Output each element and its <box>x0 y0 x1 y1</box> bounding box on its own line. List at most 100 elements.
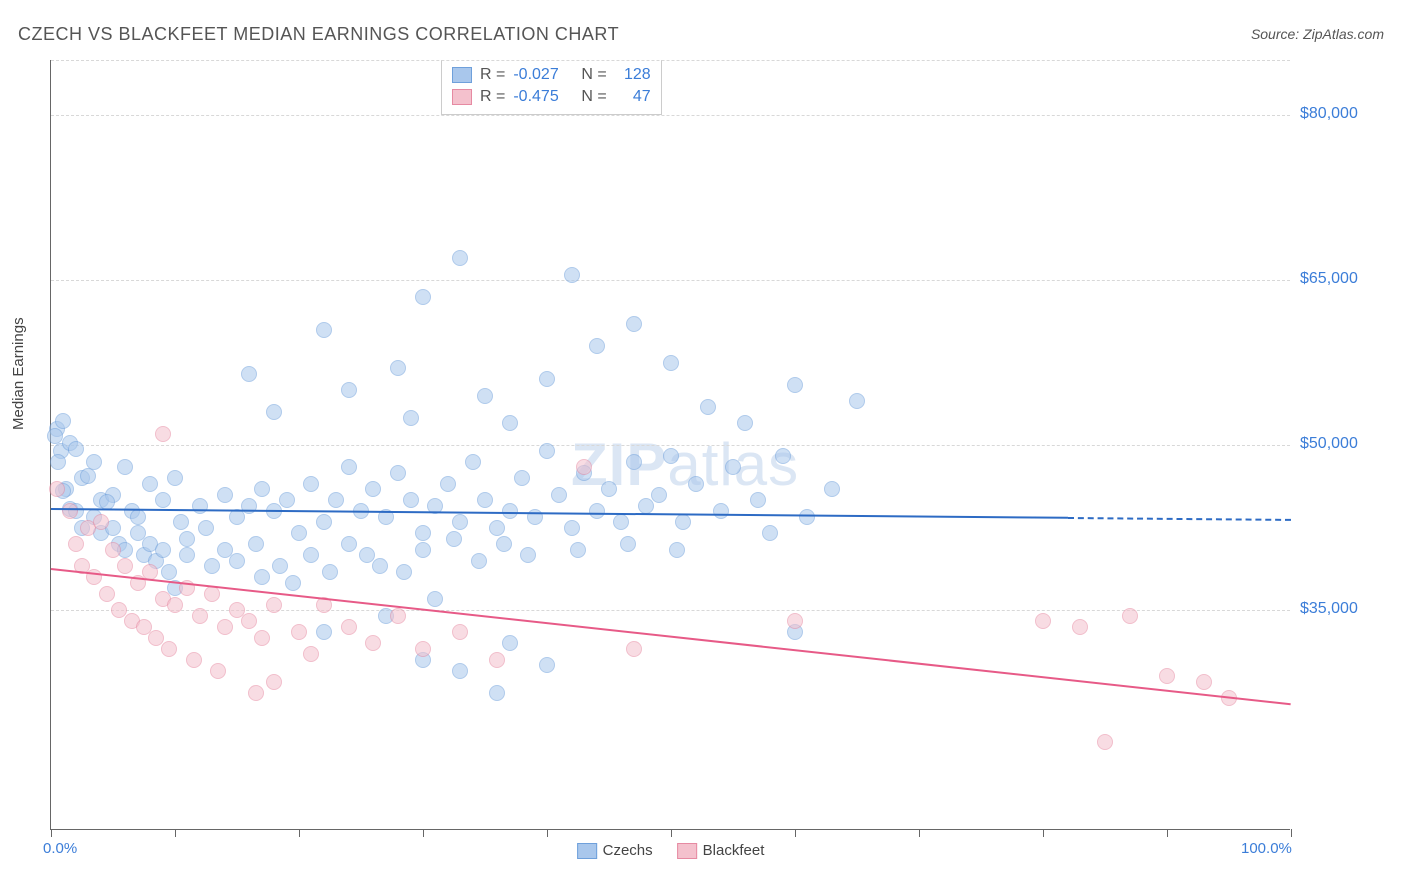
legend-item: Czechs <box>577 842 653 859</box>
scatter-point <box>155 542 171 558</box>
x-tick <box>299 829 300 837</box>
scatter-point <box>279 492 295 508</box>
scatter-point <box>570 542 586 558</box>
scatter-point <box>539 371 555 387</box>
y-tick-label: $35,000 <box>1300 600 1390 618</box>
x-tick <box>1043 829 1044 837</box>
scatter-point <box>117 459 133 475</box>
gridline <box>51 280 1290 281</box>
y-tick-label: $50,000 <box>1300 435 1390 453</box>
scatter-point <box>663 355 679 371</box>
scatter-point <box>55 413 71 429</box>
legend-swatch <box>452 89 472 105</box>
scatter-point <box>248 536 264 552</box>
stat-r-value: -0.475 <box>513 88 565 106</box>
scatter-point <box>626 641 642 657</box>
scatter-point <box>254 630 270 646</box>
scatter-point <box>496 536 512 552</box>
legend-label: Czechs <box>603 842 653 859</box>
scatter-point <box>303 547 319 563</box>
scatter-point <box>179 547 195 563</box>
scatter-point <box>452 514 468 530</box>
scatter-point <box>341 382 357 398</box>
scatter-point <box>489 685 505 701</box>
scatter-point <box>210 663 226 679</box>
scatter-point <box>539 657 555 673</box>
scatter-point <box>589 503 605 519</box>
scatter-point <box>303 476 319 492</box>
scatter-point <box>68 441 84 457</box>
stats-row: R =-0.475N =47 <box>452 86 651 108</box>
scatter-point <box>68 536 84 552</box>
x-tick <box>671 829 672 837</box>
scatter-point <box>254 481 270 497</box>
scatter-point <box>396 564 412 580</box>
scatter-point <box>341 619 357 635</box>
stat-n-value: 47 <box>615 88 651 106</box>
scatter-point <box>390 608 406 624</box>
scatter-point <box>248 685 264 701</box>
legend-swatch <box>577 843 597 859</box>
scatter-point <box>551 487 567 503</box>
legend-item: Blackfeet <box>677 842 765 859</box>
scatter-point <box>452 250 468 266</box>
scatter-point <box>700 399 716 415</box>
scatter-point <box>502 415 518 431</box>
scatter-point <box>142 564 158 580</box>
legend-swatch <box>452 67 472 83</box>
scatter-point <box>192 608 208 624</box>
scatter-point <box>93 514 109 530</box>
y-tick-label: $80,000 <box>1300 105 1390 123</box>
stat-n-value: 128 <box>615 66 651 84</box>
scatter-point <box>341 459 357 475</box>
scatter-point <box>167 597 183 613</box>
scatter-point <box>849 393 865 409</box>
stat-n-label: N = <box>581 88 606 106</box>
scatter-point <box>527 509 543 525</box>
scatter-point <box>322 564 338 580</box>
scatter-point <box>651 487 667 503</box>
scatter-point <box>620 536 636 552</box>
scatter-plot-area: ZIPatlas R =-0.027N =128R =-0.475N =47 C… <box>50 60 1290 830</box>
scatter-point <box>62 503 78 519</box>
scatter-point <box>328 492 344 508</box>
legend-swatch <box>677 843 697 859</box>
scatter-point <box>341 536 357 552</box>
scatter-point <box>130 509 146 525</box>
scatter-point <box>217 619 233 635</box>
scatter-point <box>725 459 741 475</box>
x-tick <box>51 829 52 837</box>
scatter-point <box>520 547 536 563</box>
chart-title: CZECH VS BLACKFEET MEDIAN EARNINGS CORRE… <box>18 24 619 45</box>
scatter-point <box>465 454 481 470</box>
scatter-point <box>1122 608 1138 624</box>
stat-n-label: N = <box>581 66 606 84</box>
scatter-point <box>291 624 307 640</box>
scatter-point <box>272 558 288 574</box>
scatter-point <box>266 674 282 690</box>
scatter-point <box>266 404 282 420</box>
scatter-point <box>452 624 468 640</box>
scatter-point <box>576 459 592 475</box>
scatter-point <box>601 481 617 497</box>
scatter-point <box>161 641 177 657</box>
scatter-point <box>241 366 257 382</box>
y-axis-label: Median Earnings <box>10 317 27 430</box>
scatter-point <box>229 553 245 569</box>
scatter-point <box>365 481 381 497</box>
scatter-point <box>452 663 468 679</box>
scatter-point <box>762 525 778 541</box>
scatter-point <box>179 531 195 547</box>
scatter-point <box>1072 619 1088 635</box>
scatter-point <box>285 575 301 591</box>
scatter-point <box>198 520 214 536</box>
scatter-point <box>365 635 381 651</box>
x-tick-label: 0.0% <box>43 840 77 857</box>
scatter-point <box>415 289 431 305</box>
scatter-point <box>514 470 530 486</box>
scatter-point <box>564 520 580 536</box>
scatter-point <box>254 569 270 585</box>
scatter-point <box>663 448 679 464</box>
scatter-point <box>390 465 406 481</box>
scatter-point <box>50 454 66 470</box>
